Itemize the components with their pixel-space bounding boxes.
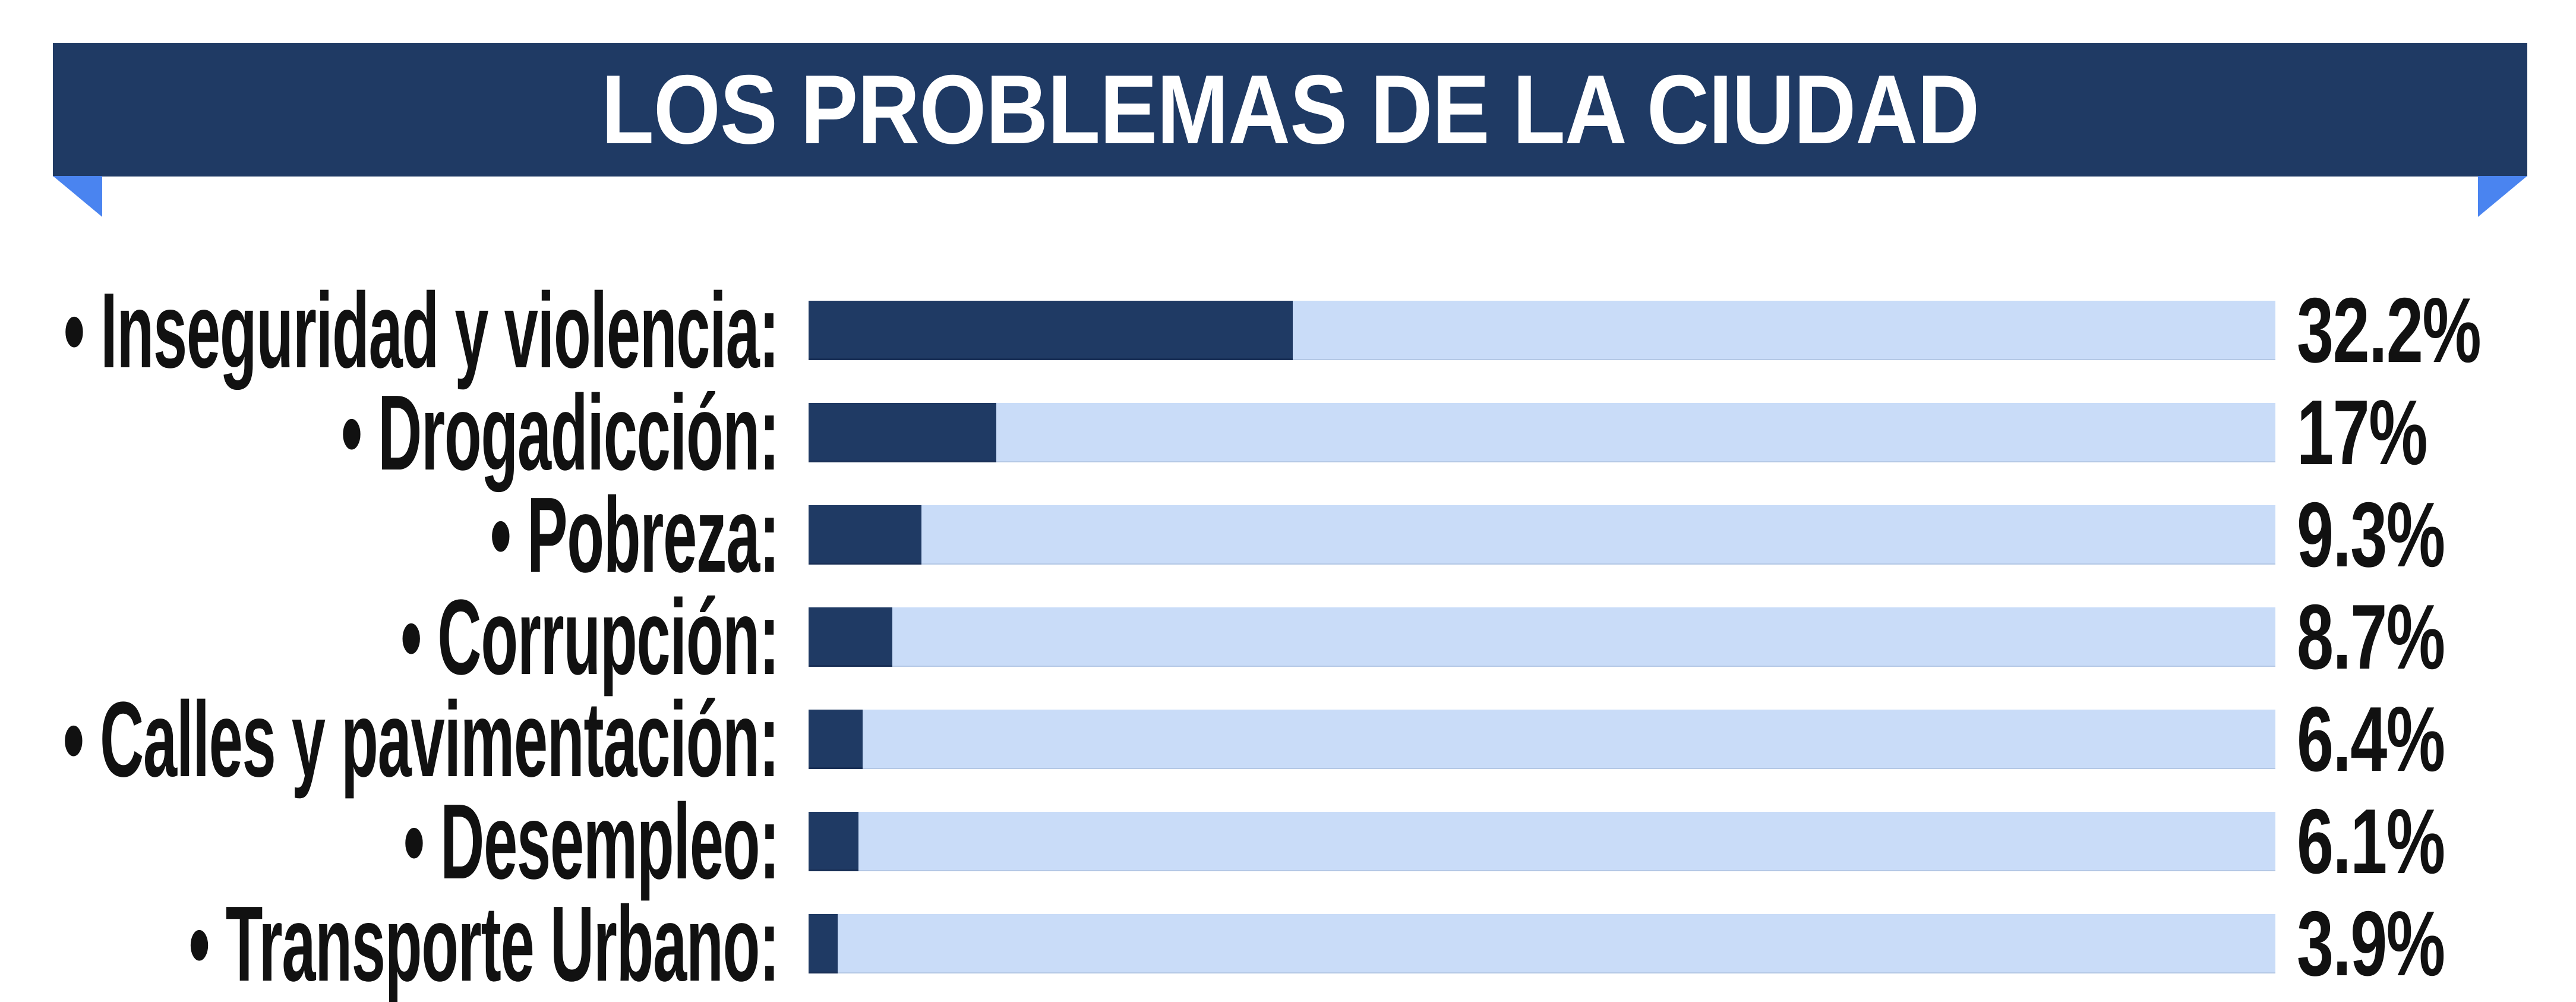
category-label-text: • Corrupción:	[400, 577, 779, 697]
category-label-text: • Desempleo:	[403, 782, 779, 902]
value-label: 6.4%	[2297, 688, 2502, 790]
bar-fill	[809, 914, 838, 973]
category-label-text: • Drogadicción:	[340, 373, 779, 493]
category-label: • Corrupción:	[0, 578, 779, 697]
value-label: 32.2%	[2297, 279, 2552, 382]
chart-row: • Transporte Urbano: 3.9%	[0, 884, 2576, 1002]
value-label-text: 17%	[2297, 381, 2427, 484]
chart-row: • Drogadicción: 17%	[0, 373, 2576, 493]
value-label: 9.3%	[2297, 483, 2502, 586]
value-label: 17%	[2297, 381, 2477, 484]
category-label-text: • Transporte Urbano:	[188, 884, 779, 1002]
bar-fill	[809, 812, 858, 871]
value-label-text: 3.9%	[2297, 892, 2445, 995]
bar-fill	[809, 301, 1293, 360]
value-label-text: 8.7%	[2297, 585, 2445, 688]
category-label: • Calles y pavimentación:	[0, 680, 779, 799]
category-label-text: • Inseguridad y violencia:	[64, 270, 779, 390]
bar-track	[809, 914, 2275, 973]
title-banner: LOS PROBLEMAS DE LA CIUDAD	[53, 43, 2527, 177]
value-label-text: 6.4%	[2297, 688, 2445, 790]
bar-track	[809, 812, 2275, 871]
value-label-text: 6.1%	[2297, 790, 2445, 893]
bar-fill	[809, 710, 863, 769]
chart-row: • Pobreza: 9.3%	[0, 475, 2576, 595]
chart-row: • Desempleo: 6.1%	[0, 782, 2576, 902]
value-label: 3.9%	[2297, 892, 2502, 995]
bar-fill	[809, 607, 892, 667]
bar-fill	[809, 403, 997, 462]
bar-track	[809, 505, 2275, 565]
value-label-text: 32.2%	[2297, 279, 2482, 382]
category-label: • Desempleo:	[0, 782, 779, 902]
category-label-text: • Pobreza:	[490, 475, 779, 595]
value-label: 6.1%	[2297, 790, 2502, 893]
category-label-text: • Calles y pavimentación:	[63, 679, 779, 799]
category-label: • Inseguridad y violencia:	[0, 271, 779, 390]
bar-track	[809, 710, 2275, 769]
chart-row: • Inseguridad y violencia: 32.2%	[0, 271, 2576, 390]
category-label: • Drogadicción:	[0, 373, 779, 493]
chart-row: • Corrupción: 8.7%	[0, 578, 2576, 697]
value-label-text: 9.3%	[2297, 483, 2445, 586]
category-label: • Transporte Urbano:	[0, 884, 779, 1002]
bar-track	[809, 607, 2275, 667]
chart-row: • Calles y pavimentación: 6.4%	[0, 680, 2576, 799]
page-title: LOS PROBLEMAS DE LA CIUDAD	[601, 55, 1980, 164]
bar-track	[809, 301, 2275, 360]
value-label: 8.7%	[2297, 585, 2502, 688]
bar-fill	[809, 505, 922, 565]
category-label: • Pobreza:	[0, 475, 779, 595]
bar-track	[809, 403, 2275, 462]
